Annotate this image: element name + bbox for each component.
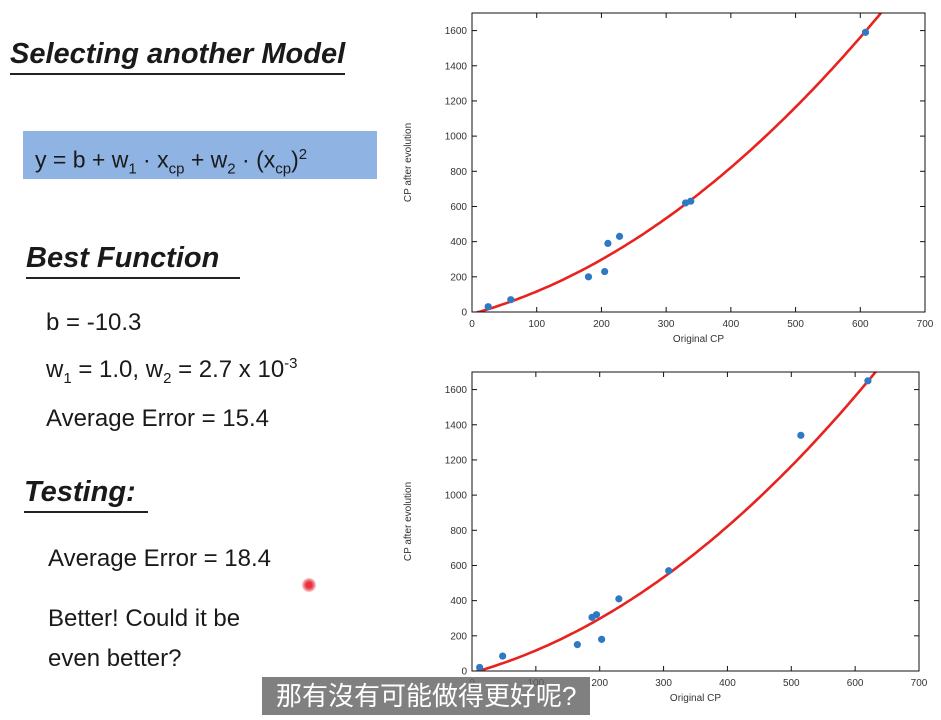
x-tick-label: 600: [847, 678, 864, 689]
y-axis-label: CP after evolution: [403, 123, 414, 202]
data-point: [476, 663, 484, 672]
y-tick-label: 200: [450, 631, 467, 642]
data-point: [797, 431, 805, 439]
w-values: w1 = 1.0, w2 = 2.7 x 10-3: [46, 355, 298, 387]
data-point: [601, 267, 609, 276]
average-error-test: Average Error = 18.4: [48, 545, 272, 572]
data-point: [604, 239, 612, 248]
y-tick-label: 1200: [445, 455, 468, 466]
fit-curve: [473, 372, 878, 671]
formula-part: · (x: [235, 146, 276, 173]
w-part: w: [46, 356, 64, 383]
formula-sup: 2: [298, 146, 308, 163]
slide-title: Selecting another Model: [10, 38, 346, 75]
x-tick-label: 200: [591, 678, 608, 689]
x-tick-label: 700: [911, 678, 928, 689]
formula-sub: cp: [168, 160, 185, 178]
y-tick-label: 800: [450, 167, 467, 178]
x-axis-label: Original CP: [673, 334, 724, 345]
formula-part: · x: [136, 146, 169, 173]
y-tick-label: 400: [450, 596, 467, 607]
average-error-train: Average Error = 15.4: [46, 405, 270, 432]
y-tick-label: 1000: [445, 491, 468, 502]
w-sub: 2: [163, 369, 172, 387]
data-point: [584, 273, 593, 281]
y-tick-label: 1400: [445, 420, 468, 431]
data-point: [861, 28, 870, 36]
best-function-heading: Best Function: [26, 242, 240, 279]
data-point: [598, 635, 606, 643]
b-value: b = -10.3: [46, 309, 142, 336]
formula-part: + w: [184, 146, 228, 173]
testing-chart: 0100200300400500600700020040060080010001…: [403, 371, 928, 704]
model-formula: y = b + w1 · xcp + w2 · (xcp)2: [23, 131, 377, 179]
x-tick-label: 300: [655, 678, 672, 689]
y-tick-label: 800: [450, 526, 467, 537]
x-tick-label: 400: [723, 319, 740, 330]
x-tick-label: 500: [787, 319, 804, 330]
formula-sub: 2: [227, 160, 236, 178]
y-tick-label: 600: [450, 202, 467, 213]
data-point: [592, 611, 601, 619]
y-tick-label: 1200: [445, 96, 468, 107]
plot-frame: [471, 371, 920, 672]
x-tick-label: 200: [593, 319, 610, 330]
data-point: [573, 641, 581, 649]
training-chart: 0 100 200 300 400 500 600 700 0 200 400 600 800 1000 1…: [403, 12, 934, 345]
comment-line-2: even better?: [48, 645, 182, 672]
w-sub: 1: [63, 369, 72, 387]
data-point: [615, 595, 623, 603]
data-point: [615, 232, 624, 240]
formula-sub: cp: [275, 160, 292, 178]
testing-heading: Testing:: [24, 476, 148, 513]
formula-part: y = b + w: [35, 146, 129, 173]
x-tick-label: 0: [469, 319, 475, 330]
w-part: = 1.0, w: [71, 356, 164, 383]
x-tick-label: 600: [852, 319, 869, 330]
plot-frame: [471, 12, 926, 313]
y-tick-label: 200: [450, 272, 467, 283]
data-point: [484, 303, 492, 311]
y-tick-label: 400: [450, 237, 467, 248]
y-tick-label: 1000: [445, 132, 468, 143]
data-point: [499, 652, 507, 660]
comment-line-1: Better! Could it be: [48, 605, 241, 632]
x-tick-label: 700: [917, 319, 934, 330]
video-subtitle: 那有沒有可能做得更好呢?: [262, 677, 591, 715]
y-tick-label: 600: [450, 561, 467, 572]
y-tick-label: 0: [461, 667, 467, 678]
x-tick-label: 500: [783, 678, 800, 689]
y-tick-label: 0: [461, 308, 467, 319]
data-point: [864, 377, 872, 385]
pointer-cursor: [302, 578, 316, 592]
y-tick-label: 1600: [445, 385, 468, 396]
w-sup: -3: [284, 355, 298, 372]
x-tick-label: 400: [719, 678, 736, 689]
y-tick-label: 1600: [445, 26, 468, 37]
data-point: [687, 197, 695, 205]
fit-curve: [473, 13, 883, 312]
w-part: = 2.7 x 10: [171, 356, 285, 383]
data-point: [507, 296, 515, 304]
x-tick-label: 300: [658, 319, 675, 330]
x-axis-label: Original CP: [670, 693, 721, 704]
y-axis-label: CP after evolution: [403, 482, 414, 561]
x-tick-label: 100: [528, 319, 545, 330]
formula-sub: 1: [128, 160, 137, 178]
data-point: [665, 567, 673, 575]
y-tick-label: 1400: [445, 61, 468, 72]
formula-part: ): [291, 146, 299, 173]
